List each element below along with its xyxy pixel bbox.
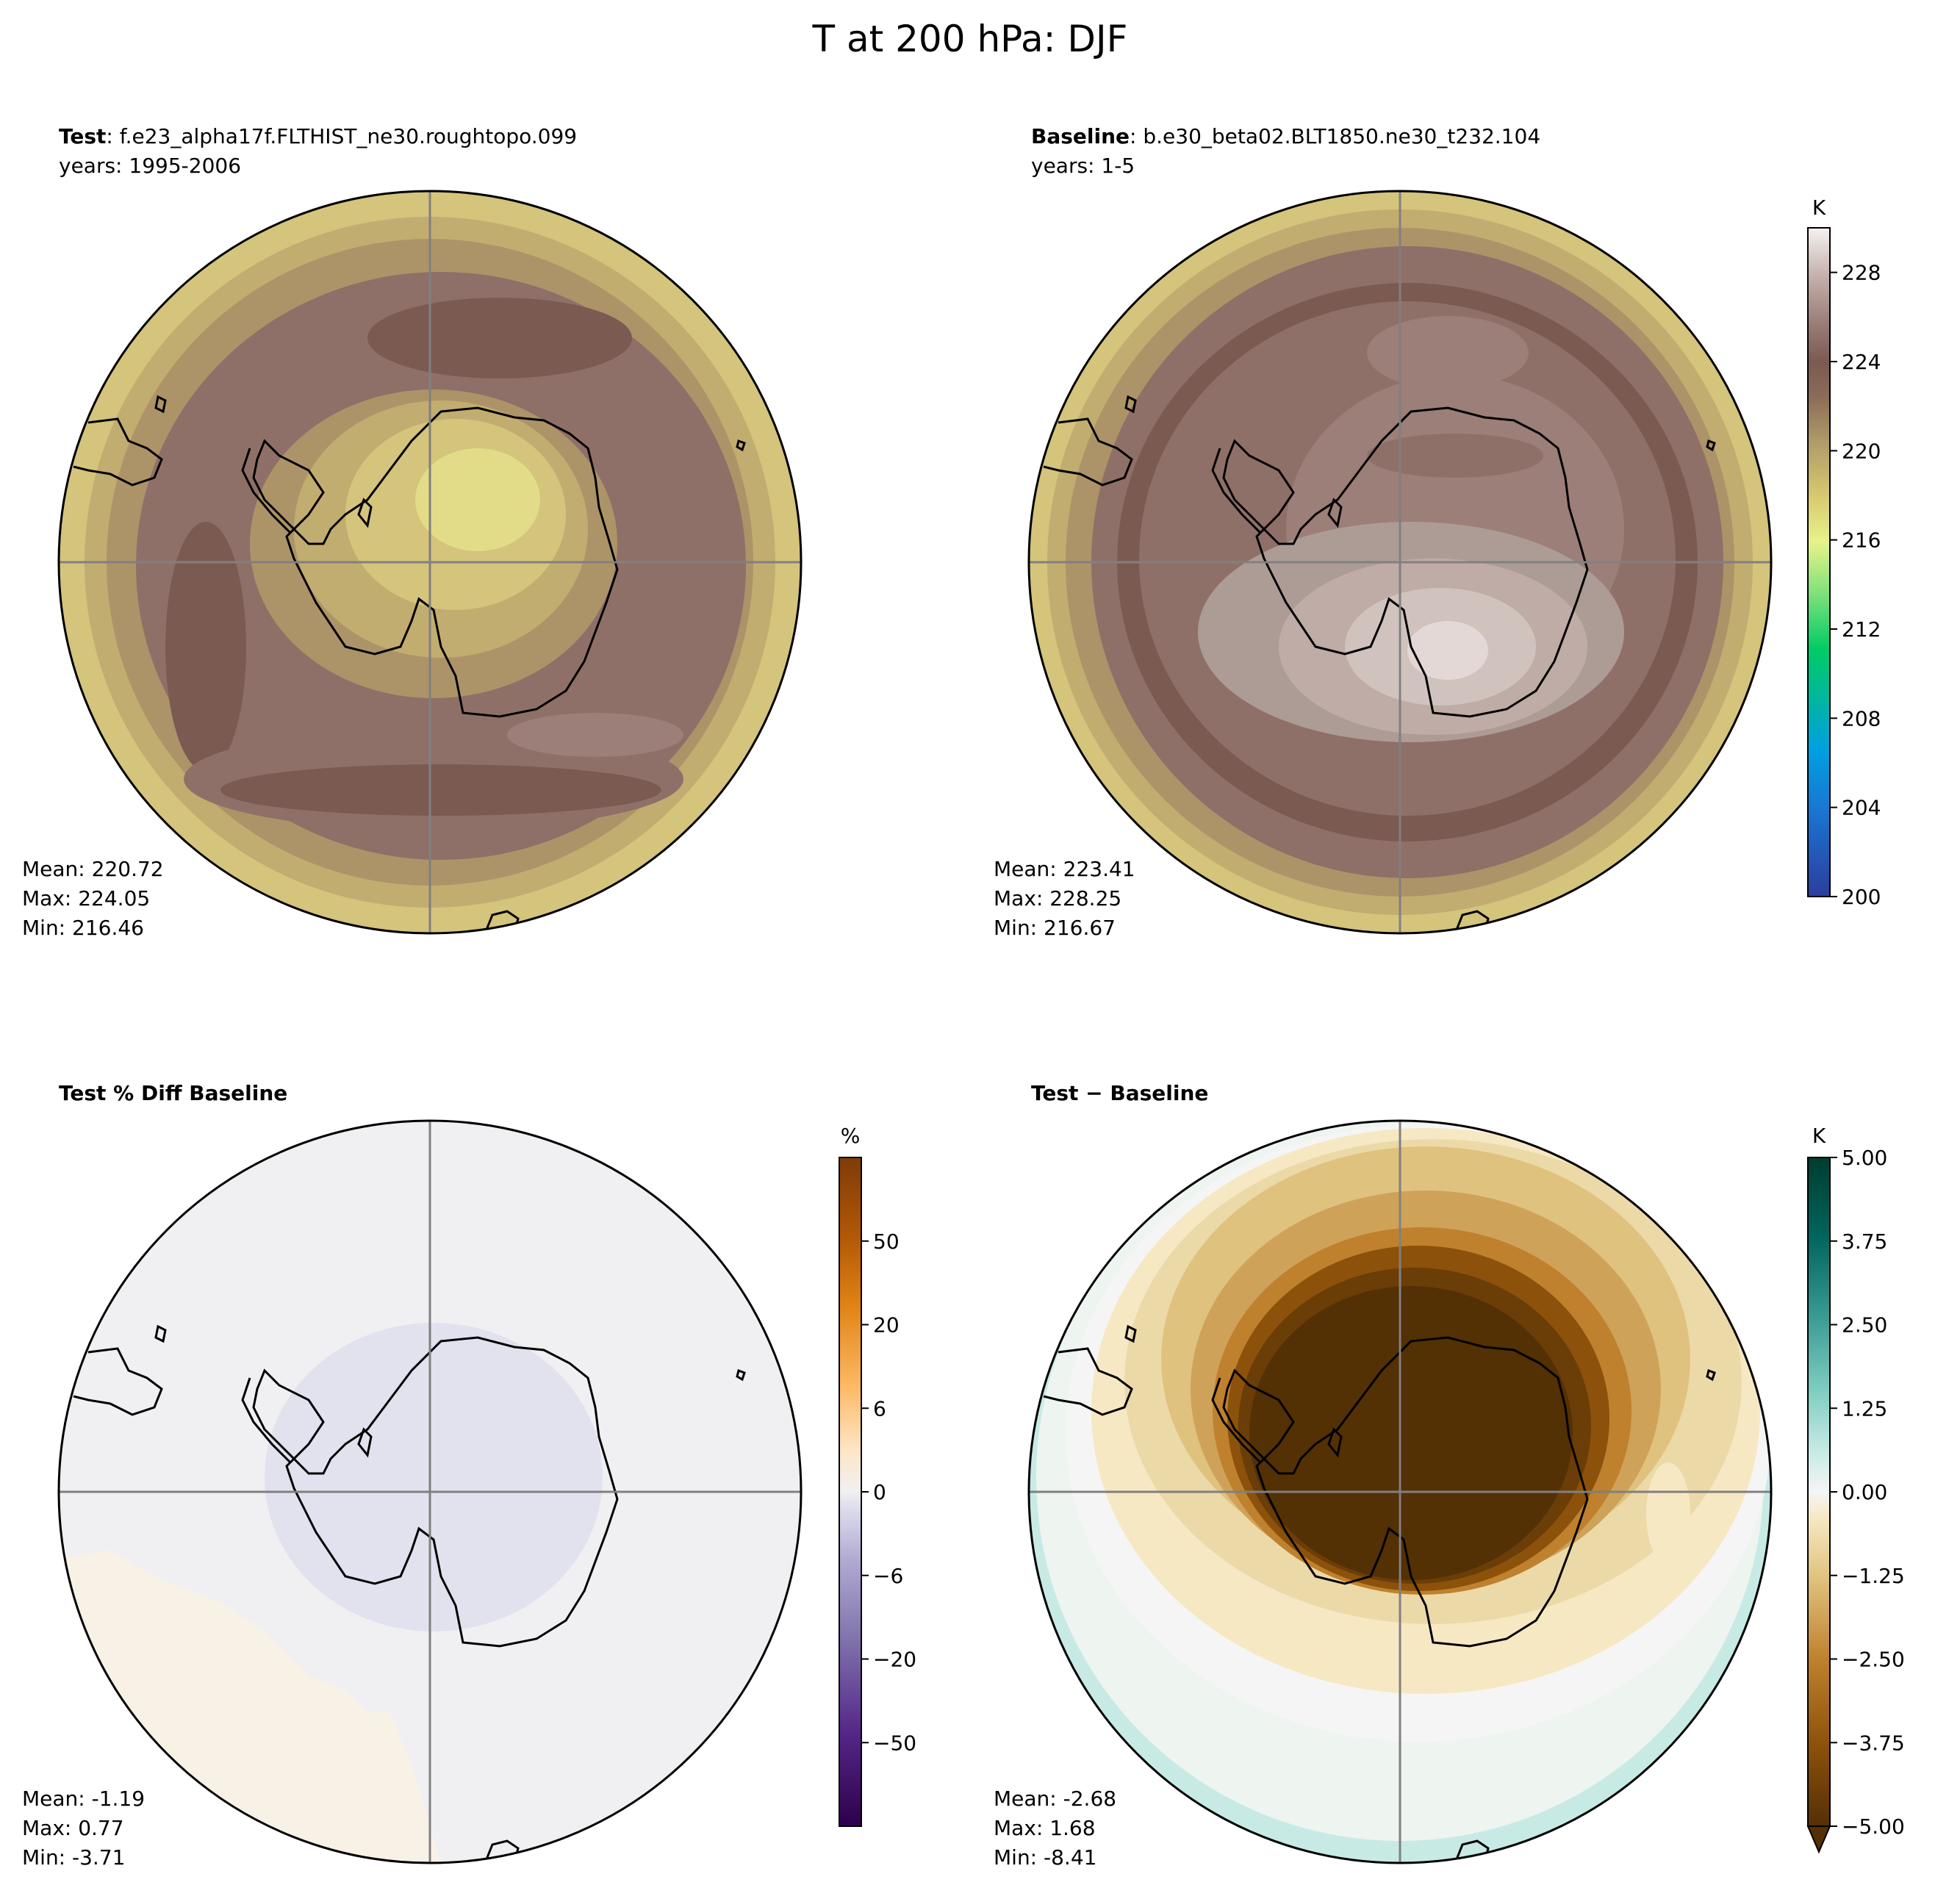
map-frame-diff bbox=[1027, 1119, 1773, 1864]
colorbar-percent-unit: % bbox=[841, 1124, 861, 1148]
stat-min-pctdiff: Min: -3.71 bbox=[22, 1845, 125, 1870]
panel-pctdiff-label: Test % Diff Baseline bbox=[59, 1081, 287, 1105]
stat-mean-baseline: Mean: 223.41 bbox=[994, 857, 1135, 881]
colorbar-percent-tick-label: 6 bbox=[873, 1396, 886, 1421]
colorbar-percent-tick-label: 0 bbox=[873, 1480, 886, 1504]
panel-baseline-label: Baseline: b.e30_beta02.BLT1850.ne30_t232… bbox=[1031, 124, 1540, 148]
panel-pctdiff: Test % Diff Baseline Mean: -1.19 Max: 0.… bbox=[22, 1081, 916, 1870]
colorbar-difference-bar bbox=[1807, 1157, 1831, 1827]
stat-max-pctdiff: Max: 0.77 bbox=[22, 1816, 124, 1840]
panel-diff-label: Test − Baseline bbox=[1031, 1081, 1208, 1105]
colorbar-difference-extend-arrow bbox=[1806, 1825, 1831, 1854]
colorbar-temperature-bar bbox=[1807, 227, 1831, 897]
colorbar-difference-tick-label: −5.00 bbox=[1842, 1814, 1905, 1839]
panel-test: Test: f.e23_alpha17f.FLTHIST_ne30.rought… bbox=[22, 124, 803, 940]
gridlines-test bbox=[59, 191, 801, 933]
colorbar-percent-tick-label: 50 bbox=[873, 1229, 900, 1254]
map-frame-test bbox=[57, 190, 803, 935]
colorbar-temperature-tick-label: 220 bbox=[1842, 439, 1881, 463]
stat-min-baseline: Min: 216.67 bbox=[994, 916, 1116, 940]
panel-baseline-years: years: 1-5 bbox=[1031, 154, 1135, 178]
gridlines-baseline bbox=[1029, 191, 1771, 933]
colorbar-difference: K −5.00 −3.75 −2.50 −1.25 0.00 1.25 2.50 3.75 5.… bbox=[1806, 1124, 1905, 1854]
colorbar-temperature-tick-label: 228 bbox=[1842, 261, 1881, 285]
panel-baseline: Baseline: b.e30_beta02.BLT1850.ne30_t232… bbox=[994, 124, 1881, 940]
stat-mean-test: Mean: 220.72 bbox=[22, 857, 164, 881]
stat-max-baseline: Max: 228.25 bbox=[994, 886, 1121, 911]
gridlines-pctdiff bbox=[59, 1121, 801, 1863]
stat-max-diff: Max: 1.68 bbox=[994, 1816, 1096, 1840]
colorbar-temperature-tick-label: 224 bbox=[1842, 350, 1881, 374]
stat-min-test: Min: 216.46 bbox=[22, 916, 144, 940]
colorbar-difference-tick-label: 1.25 bbox=[1842, 1396, 1887, 1421]
colorbar-temperature-tick-label: 208 bbox=[1842, 706, 1881, 730]
colorbar-temperature-tick-label: 216 bbox=[1842, 528, 1881, 553]
colorbar-difference-tick-label: 3.75 bbox=[1842, 1229, 1887, 1254]
stat-mean-pctdiff: Mean: -1.19 bbox=[22, 1787, 145, 1811]
colorbar-difference-tick-label: 5.00 bbox=[1842, 1146, 1887, 1170]
colorbar-percent: % −50 −20 −6 0 6 20 50 bbox=[839, 1124, 916, 1827]
colorbar-percent-tick-label: −20 bbox=[873, 1648, 916, 1672]
colorbar-temperature-unit: K bbox=[1812, 195, 1826, 220]
map-frame-baseline bbox=[1027, 190, 1773, 935]
stat-max-test: Max: 224.05 bbox=[22, 886, 150, 911]
colorbar-difference-tick-label: 0.00 bbox=[1842, 1480, 1887, 1504]
colorbar-percent-tick-label: −6 bbox=[873, 1564, 903, 1588]
colorbar-difference-tick-label: −3.75 bbox=[1842, 1731, 1905, 1755]
colorbar-temperature-tick-label: 200 bbox=[1842, 885, 1881, 909]
colorbar-percent-bar bbox=[839, 1157, 862, 1827]
colorbar-percent-tick-label: −50 bbox=[873, 1731, 916, 1755]
panel-test-years: years: 1995-2006 bbox=[59, 154, 241, 178]
colorbar-temperature-tick-label: 204 bbox=[1842, 796, 1881, 820]
map-frame-pctdiff bbox=[57, 1119, 803, 1864]
colorbar-difference-tick-label: −1.25 bbox=[1842, 1564, 1905, 1588]
gridlines-diff bbox=[1029, 1121, 1771, 1863]
colorbar-percent-tick-label: 20 bbox=[873, 1313, 900, 1338]
map-test bbox=[59, 191, 801, 933]
figure-title: T at 200 hPa: DJF bbox=[812, 18, 1128, 60]
colorbar-temperature: K 200 204 208 212 216 220 224 228 bbox=[1807, 195, 1881, 909]
panel-test-label: Test: f.e23_alpha17f.FLTHIST_ne30.rought… bbox=[59, 124, 577, 148]
stat-min-diff: Min: -8.41 bbox=[994, 1845, 1096, 1870]
coastline-diff bbox=[1043, 1324, 1716, 1863]
colorbar-difference-unit: K bbox=[1812, 1124, 1826, 1148]
colorbar-temperature-tick-label: 212 bbox=[1842, 617, 1881, 642]
panel-diff: Test − Baseline bbox=[994, 1081, 1905, 1870]
colorbar-difference-tick-label: 2.50 bbox=[1842, 1313, 1887, 1338]
coastline-test bbox=[73, 395, 746, 933]
stat-mean-diff: Mean: -2.68 bbox=[994, 1787, 1116, 1811]
colorbar-difference-tick-label: −2.50 bbox=[1842, 1648, 1905, 1672]
